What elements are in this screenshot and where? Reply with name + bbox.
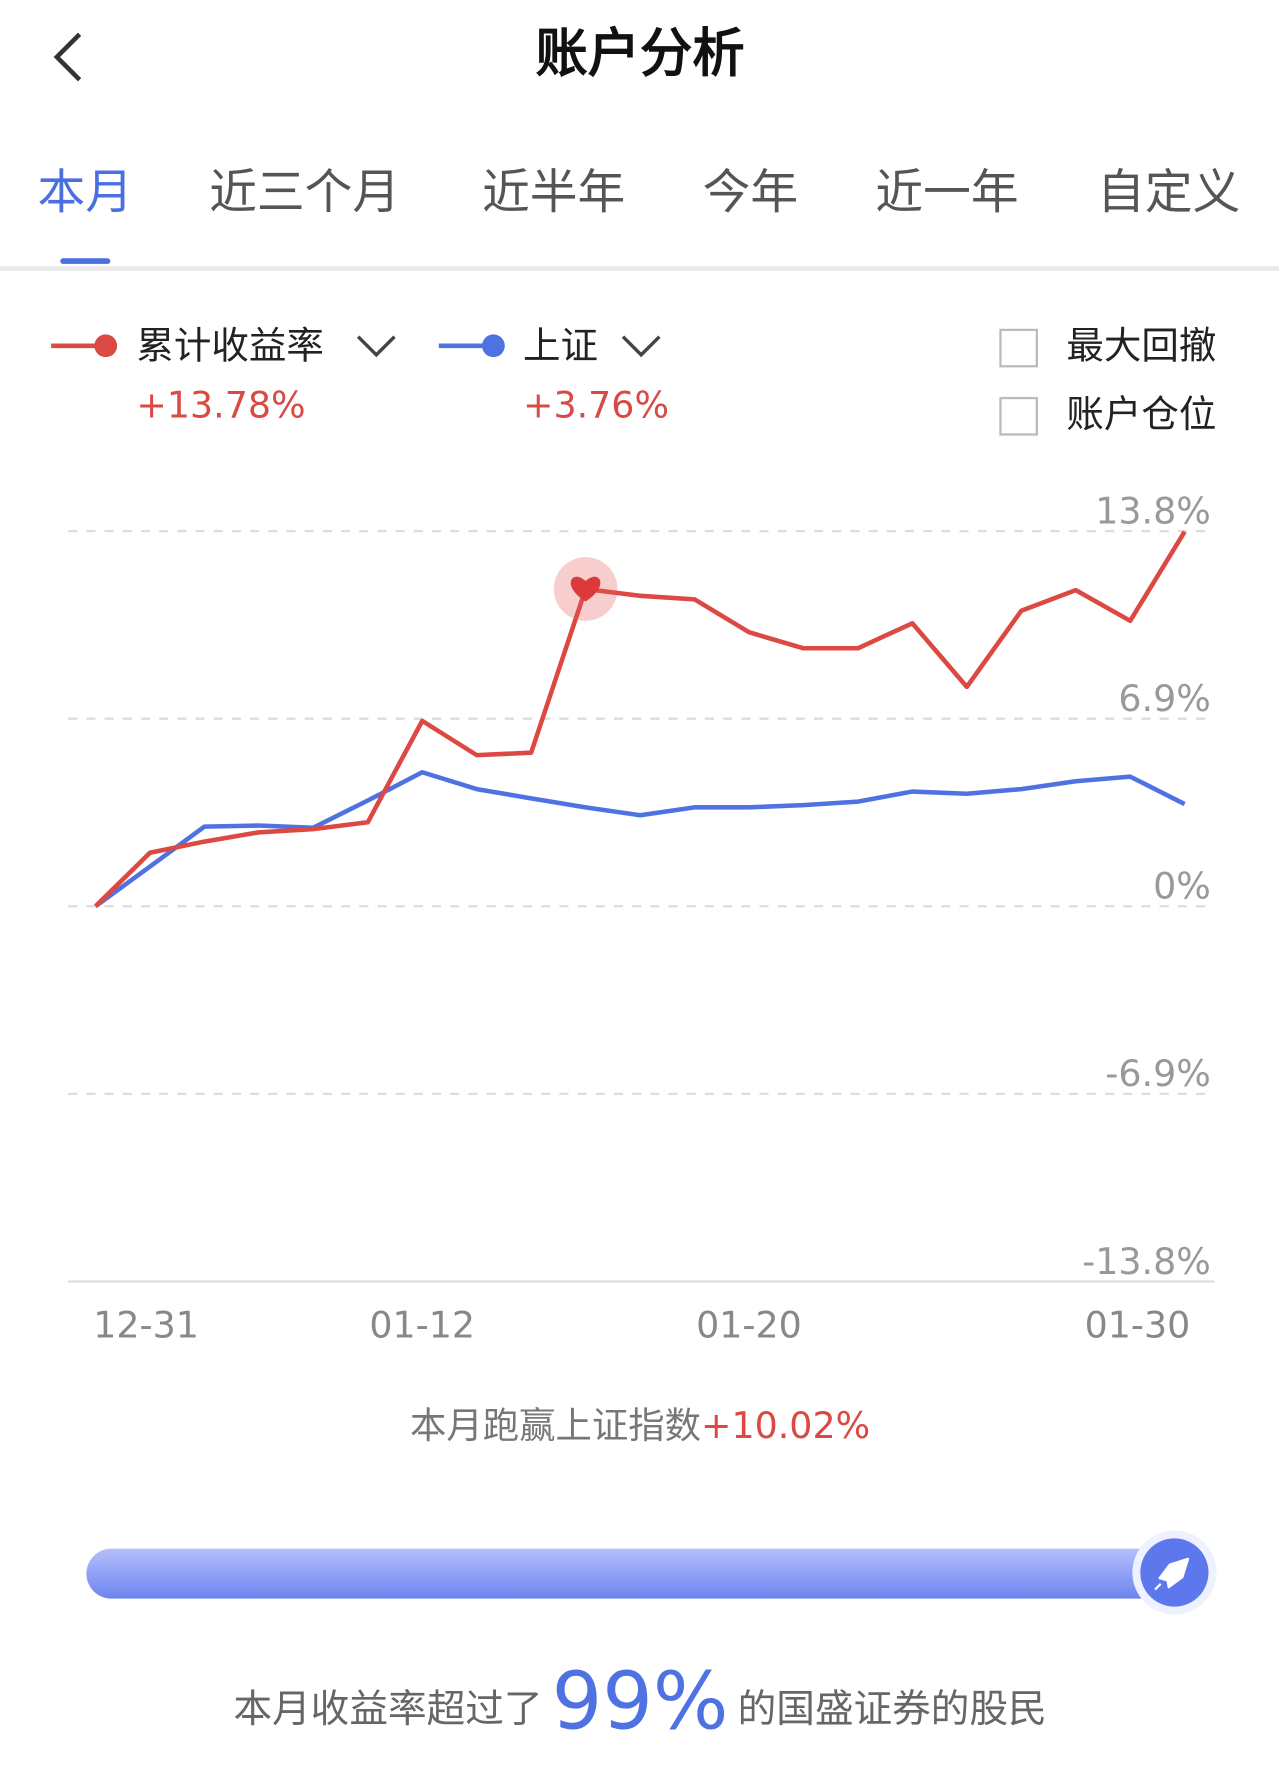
tab[interactable]: 本月 <box>38 166 133 221</box>
x-tick-label: 01-20 <box>696 1303 802 1346</box>
footer-before: 本月收益率超过了 <box>233 1687 542 1732</box>
checkbox[interactable] <box>999 328 1038 368</box>
tab[interactable]: 自定义 <box>1097 166 1240 221</box>
legend-summary: +3.76% <box>523 384 669 427</box>
checkbox[interactable] <box>999 396 1038 436</box>
summary-text: 本月跑赢上证指数 <box>410 1403 701 1446</box>
tab[interactable]: 近一年 <box>875 166 1018 221</box>
legend-chevron <box>356 335 396 358</box>
y-tick-label: -13.8% <box>1082 1240 1211 1283</box>
legend-dot <box>482 334 505 358</box>
tab[interactable]: 近三个月 <box>209 166 400 221</box>
legend-name[interactable]: 上证 <box>523 324 598 368</box>
tab[interactable]: 近半年 <box>482 166 625 221</box>
legend-name[interactable]: 累计收益率 <box>136 324 324 368</box>
tab-separator <box>0 266 1279 271</box>
heart-icon <box>570 576 601 602</box>
option-label: 最大回撤 <box>1066 324 1216 368</box>
x-tick-label: 12-31 <box>93 1303 199 1346</box>
back-button[interactable] <box>53 32 82 82</box>
x-tick-label: 01-12 <box>369 1303 475 1346</box>
series-line <box>94 769 1186 909</box>
summary: 本月跑赢上证指数+10.02% <box>410 1403 870 1446</box>
legend-chevron <box>621 335 661 358</box>
page-title: 账户分析 <box>536 23 745 84</box>
legend-dot <box>94 334 118 358</box>
y-tick-label: 0% <box>1153 865 1211 908</box>
option-label: 账户仓位 <box>1066 392 1216 436</box>
summary-value: +10.02% <box>701 1403 870 1446</box>
tab[interactable]: 今年 <box>703 166 798 221</box>
x-tick-label: 01-30 <box>1085 1303 1191 1346</box>
footer-after: 的国盛证券的股民 <box>738 1687 1047 1732</box>
progress-bar <box>86 1548 1179 1599</box>
y-tick-label: 6.9% <box>1118 677 1210 720</box>
y-tick-label: -6.9% <box>1105 1052 1211 1095</box>
rocket-icon <box>1154 1557 1190 1591</box>
legend-summary: +13.78% <box>136 384 305 427</box>
footer-rank: 99% <box>552 1655 729 1748</box>
y-tick-label: 13.8% <box>1095 489 1211 532</box>
series-line <box>93 530 1187 908</box>
tab-indicator <box>60 258 111 264</box>
footer: 本月收益率超过了 99% 的国盛证券的股民 <box>233 1655 1046 1748</box>
